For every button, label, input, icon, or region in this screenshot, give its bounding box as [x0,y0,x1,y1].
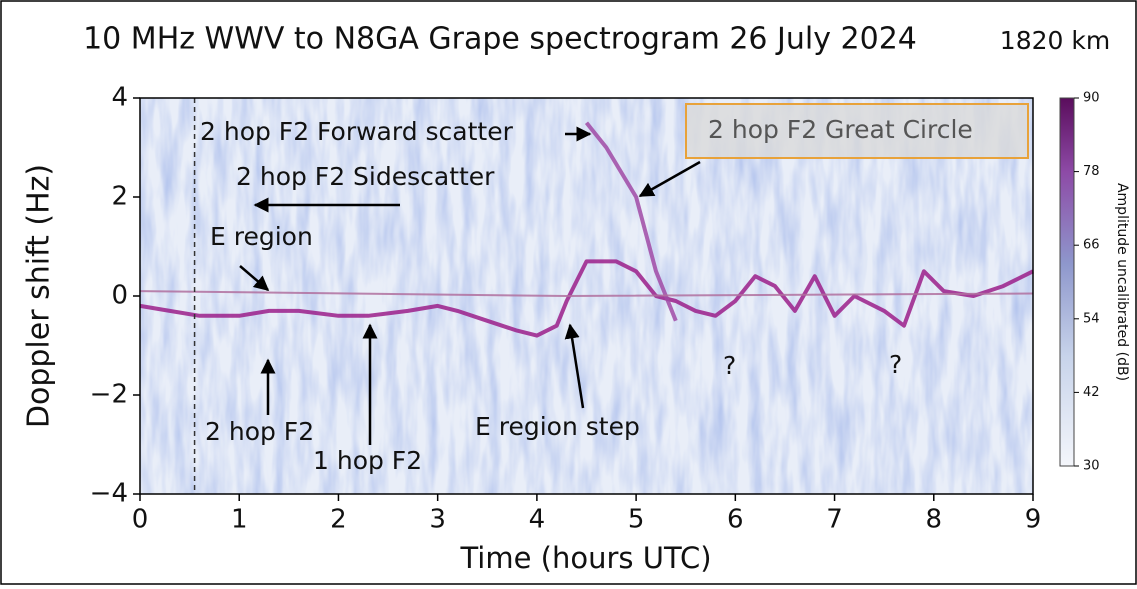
signal-trace [584,121,678,322]
annotation: 2 hop F2 Sidescatter [236,162,495,191]
colorbar-tick-label: 90 [1083,91,1100,106]
annotation: ? [723,351,736,380]
colorbar-tick-label: 78 [1083,164,1100,179]
arrow [239,265,270,291]
chart-title: 10 MHz WWV to N8GA Grape spectrogram 26 … [83,22,917,57]
x-tick-label: 9 [1025,505,1042,535]
signal-trace [139,290,1034,297]
y-tick-label: 4 [111,83,128,113]
annotation: 2 hop F2 Forward scatter [200,117,514,146]
annotation: ? [889,350,902,379]
y-tick-label: −2 [90,380,128,410]
colorbar-tick-label: 42 [1083,385,1100,400]
x-tick-label: 4 [529,505,546,535]
arrows [239,126,701,445]
x-axis-label: Time (hours UTC) [459,541,711,575]
x-tick-label: 5 [628,505,645,535]
x-tick-label: 6 [727,505,744,535]
x-tick-label: 1 [231,505,248,535]
signal-trace [139,259,1034,338]
colorbar-tick-label: 30 [1083,459,1100,474]
annotation-box [685,103,1029,159]
y-tick-label: 0 [111,281,128,311]
x-tick-label: 8 [926,505,943,535]
x-tick-label: 3 [429,505,446,535]
x-tick-label: 7 [826,505,843,535]
colorbar-label: Amplitude uncalibrated (dB) [1114,183,1130,381]
y-tick-label: −4 [90,479,128,509]
y-axis-label: Doppler shift (Hz) [22,164,57,428]
annotation: E region step [475,412,640,441]
annotation: 2 hop F2 [205,417,314,446]
arrow [638,160,701,198]
x-tick-label: 2 [330,505,347,535]
arrow [564,323,585,409]
colorbar-tick-label: 66 [1083,238,1100,253]
colorbar [1059,97,1075,467]
annotation: E region [210,222,313,251]
y-tick-label: 2 [111,182,128,212]
annotation: 2 hop F2 Great Circle [708,115,973,144]
colorbar-tick-label: 54 [1083,311,1100,326]
annotation: 1 hop F2 [313,446,422,475]
subtitle: 1820 km [1000,26,1110,55]
x-tick-label: 0 [132,505,149,535]
